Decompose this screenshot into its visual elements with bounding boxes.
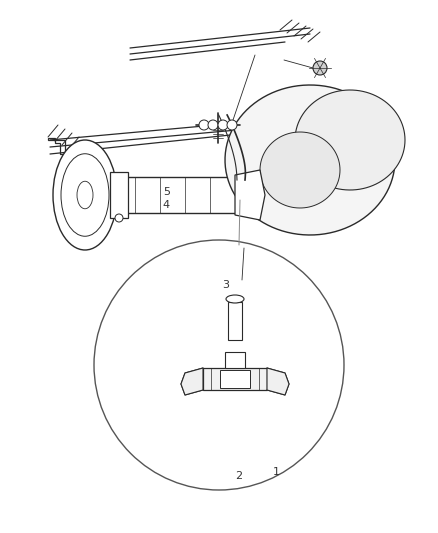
Text: 2: 2 [235, 471, 242, 481]
Ellipse shape [226, 295, 244, 303]
Polygon shape [228, 302, 242, 340]
Text: 5: 5 [163, 187, 170, 197]
Text: 1: 1 [272, 467, 279, 477]
Circle shape [218, 120, 228, 130]
Polygon shape [110, 172, 128, 218]
Text: 4: 4 [163, 200, 170, 210]
Ellipse shape [61, 154, 109, 236]
Circle shape [115, 214, 123, 222]
Polygon shape [220, 370, 250, 388]
Polygon shape [181, 368, 203, 395]
Ellipse shape [53, 140, 117, 250]
Circle shape [227, 120, 237, 130]
Ellipse shape [77, 181, 93, 209]
Text: 3: 3 [222, 280, 229, 290]
Polygon shape [235, 170, 265, 220]
Polygon shape [225, 352, 245, 368]
Polygon shape [267, 368, 289, 395]
Circle shape [94, 240, 344, 490]
Polygon shape [295, 90, 405, 190]
Polygon shape [260, 132, 340, 208]
Polygon shape [203, 368, 267, 390]
Circle shape [313, 61, 327, 75]
Circle shape [208, 120, 218, 130]
Polygon shape [225, 85, 395, 235]
Circle shape [199, 120, 209, 130]
